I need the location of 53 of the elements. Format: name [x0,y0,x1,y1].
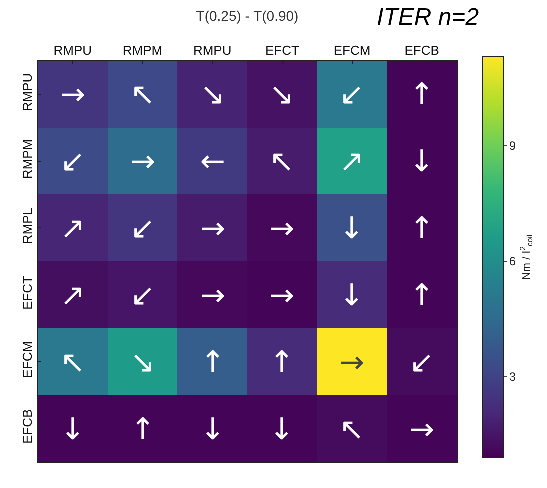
x-tick-label: EFCB [404,42,440,58]
data-label: ↙ [339,78,365,112]
data-label: ↙ [409,346,435,380]
data-label: ↗ [339,144,365,180]
color-bar-label: 9 [509,138,516,153]
x-tick-label: RMPU [54,42,92,58]
data-label: → [130,144,156,180]
data-label: ↙ [130,212,156,246]
data-label: ↓ [339,278,365,314]
data-label: ↑ [269,346,295,380]
data-label: ← [200,144,226,180]
y-tick-label: RMPL [20,208,35,244]
y-tick-label: RMPM [20,139,35,180]
chart-title: T(0.25) - T(0.90) [196,8,299,24]
data-label: ↘ [200,78,226,112]
x-tick-label: EFCM [334,42,371,58]
data-label: ↑ [409,278,435,314]
data-label: ↓ [60,412,86,448]
y-tick-label: EFCT [20,276,35,310]
data-label: → [409,412,435,448]
data-label: ↖ [339,412,365,448]
data-label: ↗ [60,212,86,246]
data-label: ↑ [200,346,226,380]
data-label: ↓ [269,412,295,448]
text: ITER n=2 [377,4,480,31]
data-label: → [269,212,295,246]
data-label: ↖ [269,144,295,180]
data-label: → [269,278,295,314]
y-tick-label: EFCB [20,409,35,444]
data-label: ↑ [409,78,435,112]
data-label: ↖ [130,78,156,112]
color-bar-label: 6 [509,254,516,269]
color-bar-label: 3 [509,370,516,384]
data-label: ↘ [269,78,295,112]
data-label: ↑ [409,212,435,246]
data-label: ↖ [60,346,86,380]
data-label: ↓ [409,144,435,180]
y-tick-label: EFCM [20,341,35,378]
data-label: ↓ [339,212,365,246]
data-label: → [339,346,365,380]
data-label: ↑ [130,412,156,448]
data-label: ↓ [200,412,226,448]
data-label: → [200,278,226,314]
data-label: ↘ [130,346,156,380]
data-label: ↙ [130,278,156,314]
data-label: ↗ [60,278,86,314]
data-label: ↙ [60,144,86,180]
y-tick-label: RMPU [20,73,35,112]
x-tick-label: RMPU [193,42,232,58]
x-tick-label: RMPM [122,42,163,58]
data-label: → [200,212,226,246]
data-label: → [60,78,86,112]
x-tick-label: EFCT [265,42,300,58]
